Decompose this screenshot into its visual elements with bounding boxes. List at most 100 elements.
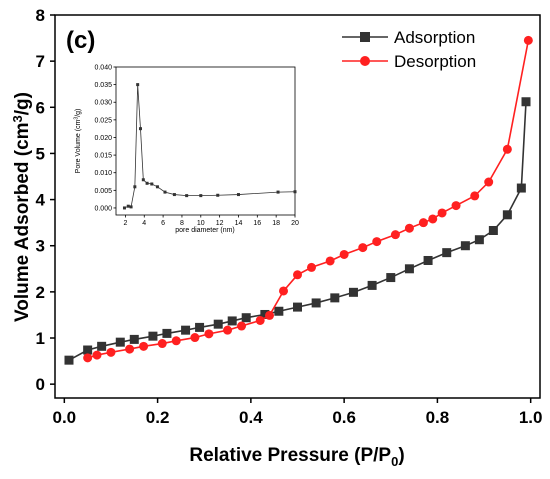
x-axis-title: Relative Pressure (P/P0) [189, 445, 404, 469]
data-point [428, 214, 438, 224]
y-tick-label: 3 [36, 237, 45, 256]
data-point [339, 249, 349, 259]
plot-frame [54, 14, 541, 399]
data-point [279, 286, 289, 296]
x-tick-label: 0.2 [146, 408, 170, 427]
data-point [442, 248, 452, 258]
inset-data-point [199, 194, 203, 198]
inset-x-tick-label: 10 [197, 220, 205, 227]
inset-y-axis-title: Pore Volume (cm3/g) [74, 109, 83, 174]
data-point [237, 321, 247, 331]
data-point [274, 306, 284, 316]
data-point [521, 97, 531, 107]
data-point [157, 339, 167, 349]
inset-y-tick-label: 0.015 [94, 153, 112, 160]
data-point [372, 237, 382, 247]
inset-data-point [172, 193, 176, 197]
inset-x-tick-label: 12 [216, 220, 224, 227]
data-point [213, 319, 223, 329]
inset-x-tick-label: 18 [272, 220, 280, 227]
inset-x-axis-title: pore diameter (nm) [175, 227, 235, 234]
inset-y-tick-label: 0.035 [94, 82, 112, 89]
y-tick-label: 7 [36, 52, 45, 71]
data-point [502, 210, 512, 220]
inset-data-point [216, 193, 220, 197]
inset-data-point [122, 206, 126, 210]
data-point [460, 241, 470, 251]
data-point [223, 325, 233, 335]
data-point [293, 302, 302, 312]
inset-x-tick-label: 14 [235, 220, 243, 227]
x-tick-label: 0.8 [426, 408, 450, 427]
data-point [502, 144, 512, 154]
inset-y-tick-label: 0.000 [94, 205, 112, 212]
data-point [451, 201, 461, 211]
inset-data-point [145, 181, 149, 185]
y-tick-label: 5 [36, 144, 45, 163]
inset-data-point [276, 190, 280, 194]
data-point [358, 243, 368, 253]
x-tick-label: 0.4 [239, 408, 263, 427]
data-point [488, 225, 498, 235]
data-point [64, 355, 74, 365]
inset-y-tick-label: 0.025 [94, 117, 112, 124]
data-point [162, 328, 172, 338]
data-point [293, 270, 302, 280]
y-tick-label: 6 [36, 98, 45, 117]
data-point [474, 235, 484, 245]
y-tick-label: 1 [36, 329, 45, 348]
data-point [139, 341, 149, 351]
inset-x-tick-label: 20 [291, 220, 299, 227]
data-point [404, 264, 414, 274]
inset-y-tick-label: 0.030 [94, 100, 112, 107]
data-point [404, 223, 414, 233]
data-point [386, 273, 396, 283]
data-point [311, 298, 321, 308]
inset-data-point [293, 190, 297, 194]
data-point [190, 333, 200, 343]
x-tick-label: 0.6 [332, 408, 356, 427]
data-point [106, 347, 116, 357]
data-point [265, 310, 275, 320]
data-point [260, 309, 270, 319]
data-point [97, 341, 107, 351]
data-point [181, 325, 191, 335]
inset-data-point [141, 178, 145, 182]
inset-data-point [155, 185, 159, 189]
panel-label: (c) [66, 27, 95, 54]
inset-series-line-0 [124, 84, 296, 209]
inset-y-tick-label: 0.020 [94, 135, 112, 142]
data-point [437, 208, 447, 218]
data-point [367, 280, 377, 290]
legend-marker [360, 32, 370, 42]
inset-y-tick-label: 0.040 [94, 65, 112, 72]
data-point [523, 35, 533, 45]
y-tick-label: 4 [36, 191, 46, 210]
inset-data-point [185, 194, 189, 198]
inset-data-point [129, 205, 133, 209]
series-line-desorption [87, 40, 530, 359]
data-point [148, 331, 158, 341]
data-point [83, 353, 93, 363]
inset-data-point [236, 193, 240, 197]
data-point [390, 230, 400, 240]
inset-chart: 2 4 6 8 10 12 14 16 18 20 0.000 0.005 0.010 0.015 0.02… [74, 65, 299, 235]
inset-y-tick-label: 0.010 [94, 170, 112, 177]
inset-y-tick-label: 0.005 [94, 188, 112, 195]
y-tick-label: 8 [36, 6, 45, 25]
inset-data-point [150, 182, 154, 186]
data-point [92, 350, 102, 360]
inset-x-tick-label: 8 [180, 220, 184, 227]
inset-data-point [136, 83, 140, 87]
y-tick-label: 0 [36, 375, 45, 394]
y-axis-title: Volume Adsorbed (cm3/g) [10, 92, 33, 322]
inset-data-point [138, 127, 142, 131]
inset-x-tick-label: 16 [253, 220, 261, 227]
inset-x-tick-label: 6 [161, 220, 165, 227]
inset-x-tick-label: 2 [123, 220, 127, 227]
legend-label-desorption: Desorption [394, 52, 476, 71]
data-point [204, 329, 214, 339]
